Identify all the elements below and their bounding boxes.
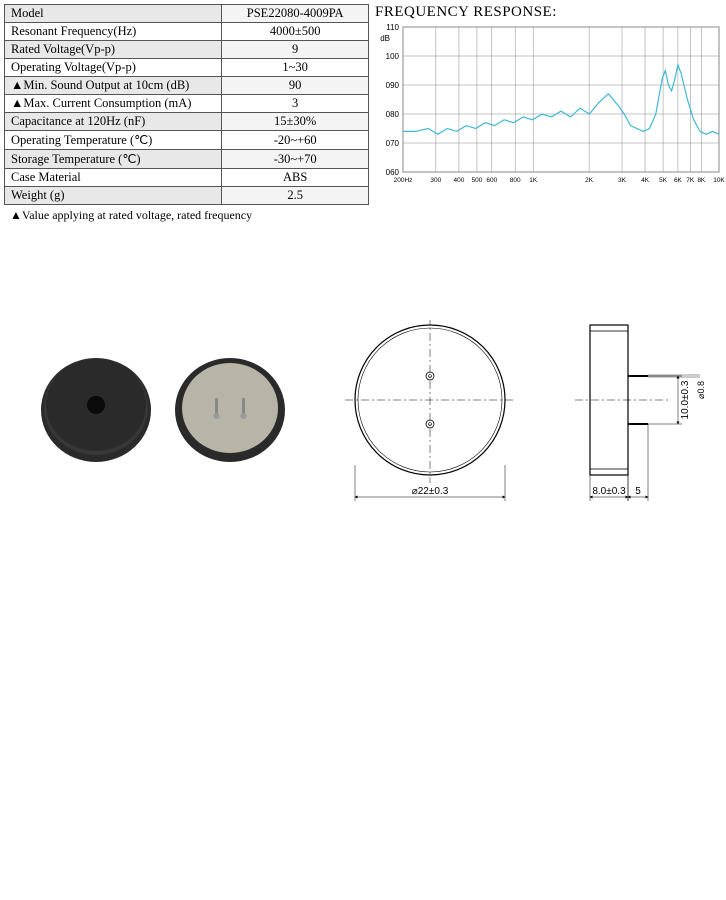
svg-text:400: 400	[454, 177, 465, 184]
spec-value: 90	[222, 77, 369, 95]
svg-text:⌀22±0.3: ⌀22±0.3	[412, 486, 449, 497]
spec-value: 1~30	[222, 59, 369, 77]
spec-value: 2.5	[222, 187, 369, 205]
spec-row: ▲Max. Current Consumption (mA)3	[5, 95, 369, 113]
svg-text:1K: 1K	[529, 177, 538, 184]
svg-text:5K: 5K	[659, 177, 668, 184]
svg-text:500: 500	[472, 177, 483, 184]
spec-value: PSE22080-4009PA	[222, 5, 369, 23]
svg-text:060: 060	[386, 168, 400, 177]
svg-text:090: 090	[386, 81, 400, 90]
spec-label: Operating Voltage(Vp-p)	[5, 59, 222, 77]
svg-text:⌀0.8: ⌀0.8	[696, 381, 706, 399]
svg-text:4K: 4K	[641, 177, 650, 184]
spec-footnote: ▲Value applying at rated voltage, rated …	[4, 205, 369, 226]
spec-row: Rated Voltage(Vp-p)9	[5, 41, 369, 59]
svg-text:5: 5	[635, 486, 641, 497]
spec-value: 15±30%	[222, 113, 369, 131]
spec-label: ▲Max. Current Consumption (mA)	[5, 95, 222, 113]
product-photo-bottom	[170, 350, 290, 470]
svg-text:3K: 3K	[618, 177, 627, 184]
svg-text:600: 600	[486, 177, 497, 184]
svg-text:800: 800	[510, 177, 521, 184]
spec-label: Model	[5, 5, 222, 23]
svg-text:070: 070	[386, 139, 400, 148]
svg-text:10K: 10K	[713, 177, 725, 184]
spec-label: Capacitance at 120Hz (nF)	[5, 113, 222, 131]
chart-title: FREQUENCY RESPONSE:	[375, 4, 725, 21]
svg-text:7K: 7K	[686, 177, 695, 184]
technical-drawings: ⌀22±0.3 8.0±0.3 5 10.0±0.3 ⌀0.8	[0, 320, 726, 520]
spec-label: ▲Min. Sound Output at 10cm (dB)	[5, 77, 222, 95]
svg-text:300: 300	[430, 177, 441, 184]
spec-row: ▲Min. Sound Output at 10cm (dB)90	[5, 77, 369, 95]
spec-label: Resonant Frequency(Hz)	[5, 23, 222, 41]
svg-text:100: 100	[386, 52, 400, 61]
spec-label: Rated Voltage(Vp-p)	[5, 41, 222, 59]
spec-row: Operating Voltage(Vp-p)1~30	[5, 59, 369, 77]
spec-row: Case MaterialABS	[5, 169, 369, 187]
spec-label: Storage Temperature (℃)	[5, 150, 222, 169]
spec-row: Weight (g)2.5	[5, 187, 369, 205]
frequency-response-chart: 060 070 080 090 100 110 dB 200Hz 300 400 500600 800…	[375, 23, 725, 188]
svg-text:10.0±0.3: 10.0±0.3	[680, 380, 691, 419]
spec-row: Operating Temperature (℃)-20~+60	[5, 131, 369, 150]
spec-label: Operating Temperature (℃)	[5, 131, 222, 150]
svg-text:110: 110	[386, 23, 399, 32]
spec-row: Capacitance at 120Hz (nF)15±30%	[5, 113, 369, 131]
spec-value: 4000±500	[222, 23, 369, 41]
spec-label: Weight (g)	[5, 187, 222, 205]
svg-text:2K: 2K	[585, 177, 594, 184]
spec-row: Resonant Frequency(Hz)4000±500	[5, 23, 369, 41]
svg-text:8.0±0.3: 8.0±0.3	[592, 486, 626, 497]
product-photo-top	[36, 350, 156, 470]
svg-text:200Hz: 200Hz	[394, 177, 413, 184]
spec-value: ABS	[222, 169, 369, 187]
spec-value: 9	[222, 41, 369, 59]
spec-table: ModelPSE22080-4009PAResonant Frequency(H…	[4, 4, 369, 205]
svg-text:dB: dB	[380, 34, 390, 43]
svg-text:080: 080	[386, 110, 400, 119]
spec-row: ModelPSE22080-4009PA	[5, 5, 369, 23]
dimensional-drawing: ⌀22±0.3 8.0±0.3 5 10.0±0.3 ⌀0.8	[330, 320, 720, 520]
svg-text:8K: 8K	[697, 177, 706, 184]
spec-value: -20~+60	[222, 131, 369, 150]
spec-row: Storage Temperature (℃)-30~+70	[5, 150, 369, 169]
spec-label: Case Material	[5, 169, 222, 187]
svg-text:6K: 6K	[674, 177, 683, 184]
spec-value: -30~+70	[222, 150, 369, 169]
spec-value: 3	[222, 95, 369, 113]
